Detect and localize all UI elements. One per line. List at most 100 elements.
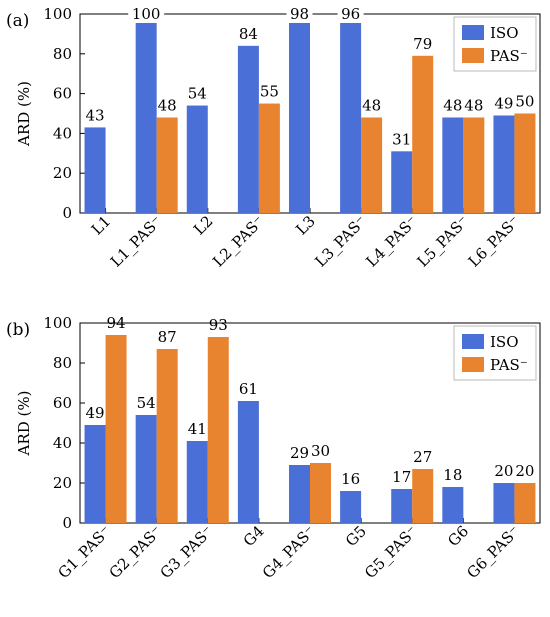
x-tick-label: G4 <box>240 522 268 550</box>
x-tick-label: L2_PAS⁻ <box>209 212 268 271</box>
value-label: 96 <box>341 5 360 23</box>
x-tick-label: G2_PAS⁻ <box>106 522 166 582</box>
y-tick-label: 0 <box>62 204 72 222</box>
value-label: 84 <box>239 25 258 43</box>
bar-iso <box>186 105 208 213</box>
bar-pas <box>514 483 536 523</box>
value-label: 16 <box>341 470 360 488</box>
value-label: 48 <box>158 96 177 114</box>
value-label: 49 <box>86 404 105 422</box>
x-tick-label: G5_PAS⁻ <box>361 522 421 582</box>
y-tick-label: 100 <box>43 5 72 23</box>
x-tick-label: L3 <box>292 212 319 239</box>
y-tick-label: 100 <box>43 314 72 332</box>
value-label: 50 <box>515 93 534 111</box>
value-label: 18 <box>443 466 462 484</box>
legend-label: PAS⁻ <box>490 356 528 374</box>
x-tick-label: L3_PAS⁻ <box>311 212 370 271</box>
y-tick-label: 40 <box>53 434 72 452</box>
value-label: 41 <box>188 420 207 438</box>
legend-swatch <box>462 357 484 372</box>
y-axis-label: ARD (%) <box>15 81 33 147</box>
y-tick-label: 20 <box>53 164 72 182</box>
value-label: 98 <box>290 5 309 23</box>
y-axis-label: ARD (%) <box>15 391 33 457</box>
x-tick-label: G5 <box>342 522 370 550</box>
value-label-bg <box>128 5 165 23</box>
value-label: 20 <box>494 462 513 480</box>
bar-pas <box>156 117 178 213</box>
x-tick-label: L1_PAS⁻ <box>107 212 166 271</box>
panel-label: (a) <box>6 11 29 31</box>
value-label: 48 <box>464 96 483 114</box>
value-label: 49 <box>494 94 513 112</box>
value-label: 61 <box>239 380 258 398</box>
bar-iso <box>135 14 157 213</box>
value-label-bg <box>337 5 364 23</box>
legend: ISO PAS⁻ <box>453 16 537 72</box>
bar-iso <box>493 483 515 523</box>
legend-swatch <box>462 48 484 63</box>
bar-iso <box>237 401 259 523</box>
bar-pas <box>412 469 434 523</box>
x-tick-label: L4_PAS⁻ <box>363 212 422 271</box>
x-tick-label: L1 <box>88 212 115 239</box>
legend: ISO PAS⁻ <box>453 325 537 381</box>
x-tick-label: L2 <box>190 212 217 239</box>
bar-iso <box>493 115 515 213</box>
bar-iso <box>186 441 208 523</box>
bar-pas <box>412 55 434 213</box>
y-tick-label: 80 <box>53 354 72 372</box>
legend-label: PAS⁻ <box>490 47 528 65</box>
x-tick-label: L5_PAS⁻ <box>414 212 473 271</box>
y-tick-label: 0 <box>62 514 72 532</box>
chart-panel-b: (b)ARD (%)020406080100G1_PAS⁻4994G2_PAS⁻… <box>6 314 541 582</box>
legend-swatch <box>462 334 484 349</box>
value-label: 20 <box>515 462 534 480</box>
bar-pas <box>361 117 383 213</box>
x-tick-label: G4_PAS⁻ <box>259 522 319 582</box>
x-tick-label: G3_PAS⁻ <box>157 522 217 582</box>
y-tick-label: 80 <box>53 45 72 63</box>
x-tick-label: G6_PAS⁻ <box>463 522 523 582</box>
bar-pas <box>463 117 485 213</box>
value-label-bg <box>286 5 313 23</box>
y-tick-label: 60 <box>53 394 72 412</box>
bar-iso <box>237 45 259 214</box>
value-label: 17 <box>392 468 411 486</box>
bar-iso <box>391 489 413 523</box>
value-label: 54 <box>137 394 156 412</box>
legend-label: ISO <box>490 333 519 351</box>
bar-iso <box>340 21 362 214</box>
y-tick-label: 20 <box>53 474 72 492</box>
value-label: 27 <box>413 448 432 466</box>
legend-label: ISO <box>490 24 519 42</box>
value-label: 30 <box>311 442 330 460</box>
value-label: 43 <box>86 106 105 124</box>
bar-pas <box>156 349 178 523</box>
bar-iso <box>289 465 310 523</box>
y-tick-label: 60 <box>53 85 72 103</box>
bar-pas <box>258 103 280 213</box>
bar-iso <box>442 487 464 523</box>
value-label: 48 <box>362 96 381 114</box>
value-label: 29 <box>290 444 309 462</box>
panel-label: (b) <box>6 320 30 340</box>
bar-iso <box>84 127 106 213</box>
value-label: 94 <box>107 314 126 332</box>
value-label: 93 <box>209 316 228 334</box>
x-tick-label: L6_PAS⁻ <box>465 212 524 271</box>
bar-iso <box>289 17 310 214</box>
bar-pas <box>207 337 229 523</box>
chart-panel-a: (a) ARD (%) 0 20 40 60 80 100 L1 43 L1_PAS⁻ 100 48 L2… <box>6 5 541 271</box>
x-tick-label: G6 <box>444 522 472 550</box>
bar-pas <box>105 335 127 523</box>
bar-pas <box>310 463 331 523</box>
legend-swatch <box>462 25 484 40</box>
y-tick-label: 40 <box>53 124 72 142</box>
value-label: 48 <box>443 96 462 114</box>
value-label: 55 <box>260 83 279 101</box>
bar-iso <box>391 151 413 213</box>
value-label: 31 <box>392 130 411 148</box>
